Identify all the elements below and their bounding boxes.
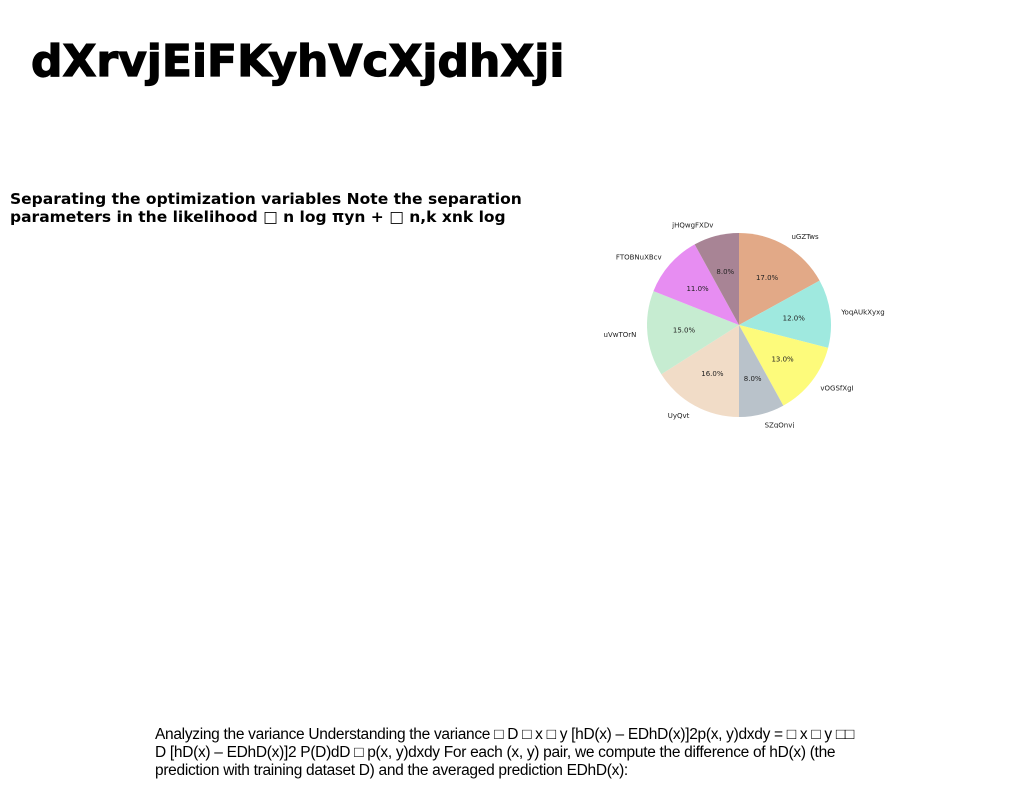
pie-category-label: YoqAUkXyxg: [840, 309, 885, 317]
pie-pct-label: 13.0%: [771, 355, 794, 363]
pie-pct-label: 17.0%: [756, 274, 779, 282]
pie-category-label: uVwTOrN: [604, 331, 637, 339]
pie-slice-vOGSfXgI: [739, 325, 829, 406]
variance-paragraph: Analyzing the variance Understanding the…: [155, 726, 854, 779]
pie-category-label: uGZTws: [792, 233, 819, 241]
pie-pct-label: 11.0%: [686, 285, 709, 293]
pie-chart: 17.0% uGZTws 12.0% YoqAUkXyxg 13.0% vOGSfXgI 8…: [590, 222, 900, 428]
pie-slice-YoqAUkXyxg: [739, 280, 831, 348]
pie-chart-svg: 17.0% uGZTws 12.0% YoqAUkXyxg 13.0% vOGSfXgI 8…: [604, 222, 885, 428]
pie-slice-UyQvt: [661, 325, 739, 417]
pie-pct-label: 8.0%: [744, 375, 762, 383]
pie-slice-uGZTws: [739, 233, 820, 325]
pie-category-label: SZqOnvj: [765, 421, 795, 428]
pie-slice-jHQwgFXDv: [694, 233, 739, 325]
pie-slice-SZqOnvj: [739, 325, 784, 417]
pie-category-label: vOGSfXgI: [820, 385, 853, 393]
pie-slice-uVwTOrN: [646, 291, 739, 375]
pie-pct-label: 8.0%: [716, 268, 734, 276]
pie-category-label: jHQwgFXDv: [671, 222, 713, 230]
pie-category-label: FTOBNuXBcv: [616, 253, 662, 261]
pie-pct-label: 15.0%: [673, 327, 696, 335]
pie-slice-FTOBNuXBcv: [653, 244, 739, 325]
pie-pct-label: 12.0%: [783, 315, 806, 323]
pie-category-label: UyQvt: [668, 412, 690, 420]
pie-pct-label: 16.0%: [701, 370, 724, 378]
separation-paragraph: Separating the optimization variables No…: [10, 190, 522, 226]
page-title: dXrvjEiFKyhVcXjdhXji: [30, 35, 565, 87]
